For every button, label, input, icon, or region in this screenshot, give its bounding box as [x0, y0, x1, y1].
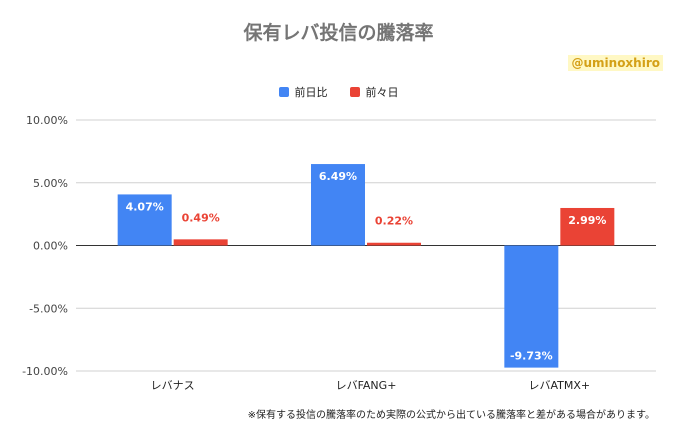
author-handle: @uminoxhiro: [568, 55, 663, 71]
chart-title: 保有レバ投信の騰落率: [243, 22, 434, 44]
legend-swatch-series-1: [278, 87, 289, 97]
legend-swatch-series-2: [349, 87, 360, 97]
y-tick-label: 5.00%: [33, 177, 68, 190]
bar: [311, 164, 365, 246]
x-category-label: レバATMX+: [529, 379, 591, 392]
y-tick-label: 0.00%: [33, 240, 68, 253]
legend-label-series-1: 前日比: [294, 86, 328, 99]
data-label: 6.49%: [319, 170, 357, 183]
bar: [117, 194, 172, 246]
data-label: 0.22%: [375, 215, 413, 228]
data-label: 0.49%: [182, 211, 220, 224]
x-category-label: レバナス: [151, 379, 195, 392]
data-label: 4.07%: [126, 200, 164, 213]
bar: [367, 242, 421, 246]
legend-item-series-2: 前々日: [349, 84, 399, 100]
footnote: ※保有する投信の騰落率のため実際の公式から出ている騰落率と差がある場合があります…: [247, 410, 655, 421]
y-tick-label: 10.00%: [26, 114, 68, 127]
legend-label-series-2: 前々日: [365, 86, 399, 99]
legend-item-series-1: 前日比: [278, 84, 328, 100]
data-label: -9.73%: [510, 350, 553, 363]
bar: [560, 207, 615, 246]
bar: [173, 239, 228, 246]
y-tick-label: -10.00%: [22, 365, 68, 378]
bar: [504, 245, 559, 368]
legend: 前日比 前々日: [0, 84, 677, 100]
data-label: 2.99%: [568, 214, 606, 227]
x-category-label: レバFANG+: [336, 379, 397, 392]
y-tick-label: -5.00%: [29, 302, 68, 315]
